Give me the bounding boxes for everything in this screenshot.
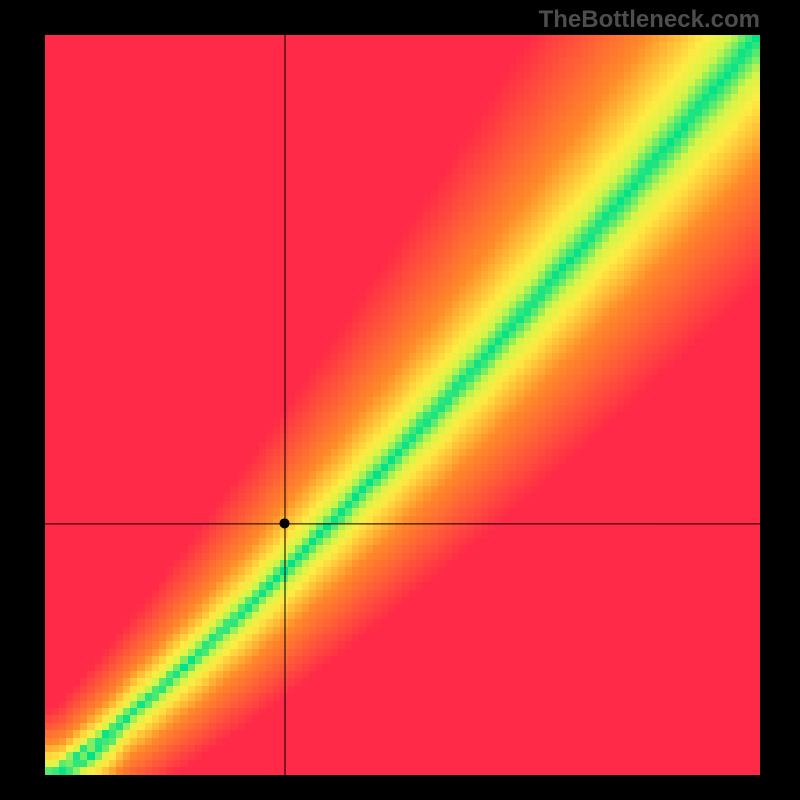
chart-container: TheBottleneck.com [0, 0, 800, 800]
watermark-text: TheBottleneck.com [539, 6, 760, 34]
bottleneck-heatmap [45, 35, 760, 775]
